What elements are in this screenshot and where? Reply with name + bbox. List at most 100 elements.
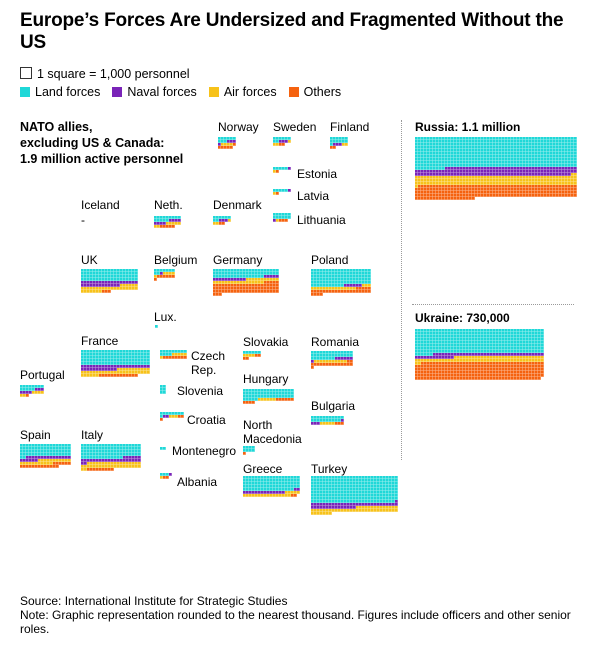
square-naval: [105, 368, 108, 371]
square-land: [222, 272, 225, 275]
square-land: [270, 485, 273, 488]
square-air: [347, 287, 350, 290]
square-naval: [108, 365, 111, 368]
square-land: [157, 269, 160, 272]
square-land: [317, 491, 320, 494]
square-land: [314, 281, 317, 284]
square-land: [135, 353, 138, 356]
square-naval: [258, 491, 261, 494]
square-land: [496, 338, 499, 341]
legend-item-naval-forces: Naval forces: [112, 85, 197, 99]
square-air: [469, 359, 472, 362]
square-air: [329, 422, 332, 425]
nato-summary-line: NATO allies,: [20, 120, 93, 134]
square-naval: [460, 167, 463, 170]
square-land: [218, 137, 221, 140]
square-land: [338, 351, 341, 354]
square-land: [341, 281, 344, 284]
square-land: [90, 269, 93, 272]
square-land: [568, 158, 571, 161]
square-others: [508, 191, 511, 194]
square-land: [442, 347, 445, 350]
square-others: [454, 188, 457, 191]
square-land: [469, 347, 472, 350]
square-land: [102, 356, 105, 359]
square-land: [523, 161, 526, 164]
square-land: [93, 362, 96, 365]
square-air: [332, 422, 335, 425]
square-land: [430, 149, 433, 152]
square-land: [326, 419, 329, 422]
square-others: [430, 191, 433, 194]
square-others: [427, 371, 430, 374]
square-air: [323, 287, 326, 290]
square-land: [311, 482, 314, 485]
square-land: [347, 278, 350, 281]
square-naval: [424, 170, 427, 173]
square-land: [392, 494, 395, 497]
square-land: [529, 164, 532, 167]
square-land: [29, 453, 32, 456]
square-others: [454, 371, 457, 374]
square-naval: [493, 170, 496, 173]
square-air: [342, 143, 345, 146]
square-land: [345, 137, 348, 140]
square-land: [314, 488, 317, 491]
square-others: [320, 363, 323, 366]
square-land: [523, 140, 526, 143]
square-air: [326, 509, 329, 512]
square-others: [415, 377, 418, 380]
square-land: [565, 158, 568, 161]
square-air: [499, 182, 502, 185]
square-land: [90, 272, 93, 275]
square-land: [490, 149, 493, 152]
square-land: [386, 488, 389, 491]
square-naval: [178, 219, 181, 222]
square-air: [135, 462, 138, 465]
square-others: [418, 197, 421, 200]
square-land: [160, 473, 163, 476]
square-others: [267, 281, 270, 284]
square-land: [320, 494, 323, 497]
square-land: [317, 488, 320, 491]
square-land: [311, 351, 314, 354]
square-air: [329, 287, 332, 290]
square-naval: [451, 167, 454, 170]
square-land: [547, 146, 550, 149]
square-others: [341, 290, 344, 293]
square-land: [499, 143, 502, 146]
square-land: [335, 479, 338, 482]
square-land: [329, 284, 332, 287]
square-land: [371, 485, 374, 488]
square-others: [123, 374, 126, 377]
square-land: [163, 269, 166, 272]
square-land: [294, 482, 297, 485]
square-others: [427, 374, 430, 377]
square-land: [353, 488, 356, 491]
square-land: [433, 338, 436, 341]
square-air: [430, 359, 433, 362]
square-land: [285, 485, 288, 488]
square-others: [418, 374, 421, 377]
square-land: [288, 479, 291, 482]
square-others: [330, 146, 333, 149]
square-land: [493, 350, 496, 353]
square-land: [368, 482, 371, 485]
square-land: [380, 500, 383, 503]
square-air: [111, 465, 114, 468]
square-others: [466, 365, 469, 368]
square-land: [395, 488, 398, 491]
square-land: [469, 164, 472, 167]
square-air: [102, 462, 105, 465]
square-others: [436, 197, 439, 200]
square-naval: [294, 488, 297, 491]
square-air: [311, 287, 314, 290]
square-air: [532, 356, 535, 359]
square-land: [231, 275, 234, 278]
square-air: [135, 465, 138, 468]
square-land: [535, 149, 538, 152]
square-land: [418, 149, 421, 152]
square-land: [365, 491, 368, 494]
square-land: [356, 479, 359, 482]
square-land: [499, 332, 502, 335]
